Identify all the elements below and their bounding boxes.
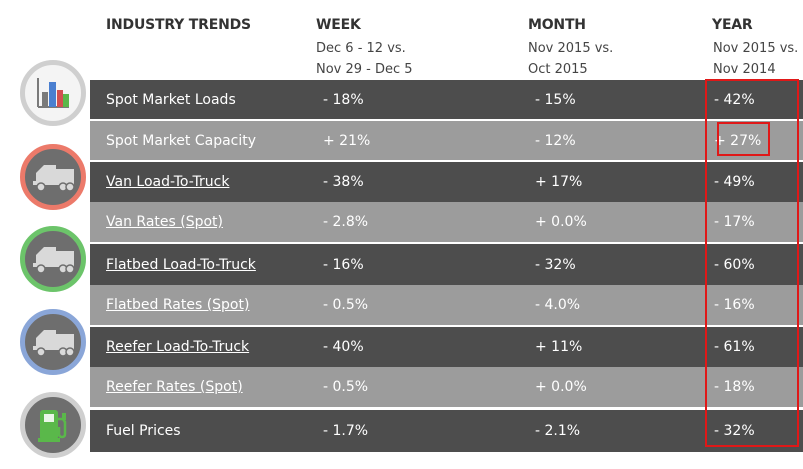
row-label: Spot Market Loads bbox=[106, 91, 236, 108]
truck-icon bbox=[33, 330, 75, 357]
month-value: + 17% bbox=[535, 174, 583, 190]
week-value: - 1.7% bbox=[323, 423, 369, 439]
table-row: Flatbed Load-To-Truck - 16% - 32% - 60% bbox=[90, 244, 803, 285]
week-range: Dec 6 - 12 vs. Nov 29 - Dec 5 bbox=[316, 38, 413, 80]
year-header: YEAR bbox=[712, 17, 753, 33]
flatbed-load-to-truck-link[interactable]: Flatbed Load-To-Truck bbox=[106, 256, 256, 273]
row-label: Spot Market Capacity bbox=[106, 132, 257, 149]
table-row: Reefer Load-To-Truck - 40% + 11% - 61% bbox=[90, 327, 803, 367]
capacity-year-highlight bbox=[717, 122, 770, 156]
year-value: - 49% bbox=[714, 174, 755, 190]
month-value: - 2.1% bbox=[535, 423, 581, 439]
month-header: MONTH bbox=[528, 17, 586, 33]
week-value: - 38% bbox=[323, 174, 364, 190]
week-range-line1: Dec 6 - 12 vs. bbox=[316, 41, 406, 56]
year-range: Nov 2015 vs. Nov 2014 bbox=[713, 38, 798, 80]
spot-market-icon-badge bbox=[20, 60, 86, 126]
week-value: - 18% bbox=[323, 91, 364, 108]
table-row: Spot Market Capacity + 21% - 12% + 27% bbox=[90, 121, 803, 160]
fuel-pump-icon bbox=[38, 410, 67, 442]
table-row: Reefer Rates (Spot) - 0.5% + 0.0% - 18% bbox=[90, 367, 803, 407]
truck-icon bbox=[33, 247, 75, 274]
table-row: Fuel Prices - 1.7% - 2.1% - 32% bbox=[90, 410, 803, 452]
year-value: - 18% bbox=[714, 379, 755, 395]
year-value: - 32% bbox=[714, 423, 755, 439]
month-value: - 15% bbox=[535, 91, 576, 108]
year-value: - 17% bbox=[714, 214, 755, 230]
flatbed-rates-link[interactable]: Flatbed Rates (Spot) bbox=[106, 297, 250, 313]
week-value: - 0.5% bbox=[323, 379, 369, 395]
truck-icon bbox=[33, 165, 75, 192]
week-value: - 16% bbox=[323, 256, 364, 273]
table-row: Van Rates (Spot) - 2.8% + 0.0% - 17% bbox=[90, 202, 803, 242]
reefer-load-to-truck-link[interactable]: Reefer Load-To-Truck bbox=[106, 339, 250, 355]
year-value: - 16% bbox=[714, 297, 755, 313]
week-value: - 40% bbox=[323, 339, 364, 355]
year-column-highlight bbox=[705, 79, 799, 447]
row-label: Fuel Prices bbox=[106, 423, 181, 439]
month-value: + 0.0% bbox=[535, 379, 587, 395]
week-range-line2: Nov 29 - Dec 5 bbox=[316, 62, 413, 77]
year-value: + 27% bbox=[714, 132, 762, 149]
industry-trends-header: INDUSTRY TRENDS bbox=[106, 17, 251, 33]
month-range: Nov 2015 vs. Oct 2015 bbox=[528, 38, 613, 80]
van-rates-link[interactable]: Van Rates (Spot) bbox=[106, 214, 223, 230]
year-range-line1: Nov 2015 vs. bbox=[713, 41, 799, 56]
month-value: + 11% bbox=[535, 339, 583, 355]
bar-chart-icon bbox=[37, 78, 69, 108]
month-range-line2: Oct 2015 bbox=[528, 62, 588, 77]
year-value: - 61% bbox=[714, 339, 755, 355]
table-row: Flatbed Rates (Spot) - 0.5% - 4.0% - 16% bbox=[90, 285, 803, 325]
table-row: Van Load-To-Truck - 38% + 17% - 49% bbox=[90, 162, 803, 202]
month-value: - 12% bbox=[535, 132, 576, 149]
van-icon-badge bbox=[20, 144, 86, 210]
year-range-line2: Nov 2014 bbox=[713, 62, 776, 77]
month-value: - 32% bbox=[535, 256, 576, 273]
week-value: - 2.8% bbox=[323, 214, 369, 230]
year-value: - 42% bbox=[714, 91, 755, 108]
fuel-icon-badge bbox=[20, 392, 86, 458]
week-value: - 0.5% bbox=[323, 297, 369, 313]
flatbed-icon-badge bbox=[20, 226, 86, 292]
van-load-to-truck-link[interactable]: Van Load-To-Truck bbox=[106, 174, 230, 190]
month-range-line1: Nov 2015 vs. bbox=[528, 41, 614, 56]
reefer-rates-link[interactable]: Reefer Rates (Spot) bbox=[106, 379, 243, 395]
year-value: - 60% bbox=[714, 256, 755, 273]
reefer-icon-badge bbox=[20, 309, 86, 375]
table-row: Spot Market Loads - 18% - 15% - 42% bbox=[90, 80, 803, 119]
week-header: WEEK bbox=[316, 17, 361, 33]
month-value: + 0.0% bbox=[535, 214, 587, 230]
month-value: - 4.0% bbox=[535, 297, 581, 313]
week-value: + 21% bbox=[323, 132, 371, 149]
